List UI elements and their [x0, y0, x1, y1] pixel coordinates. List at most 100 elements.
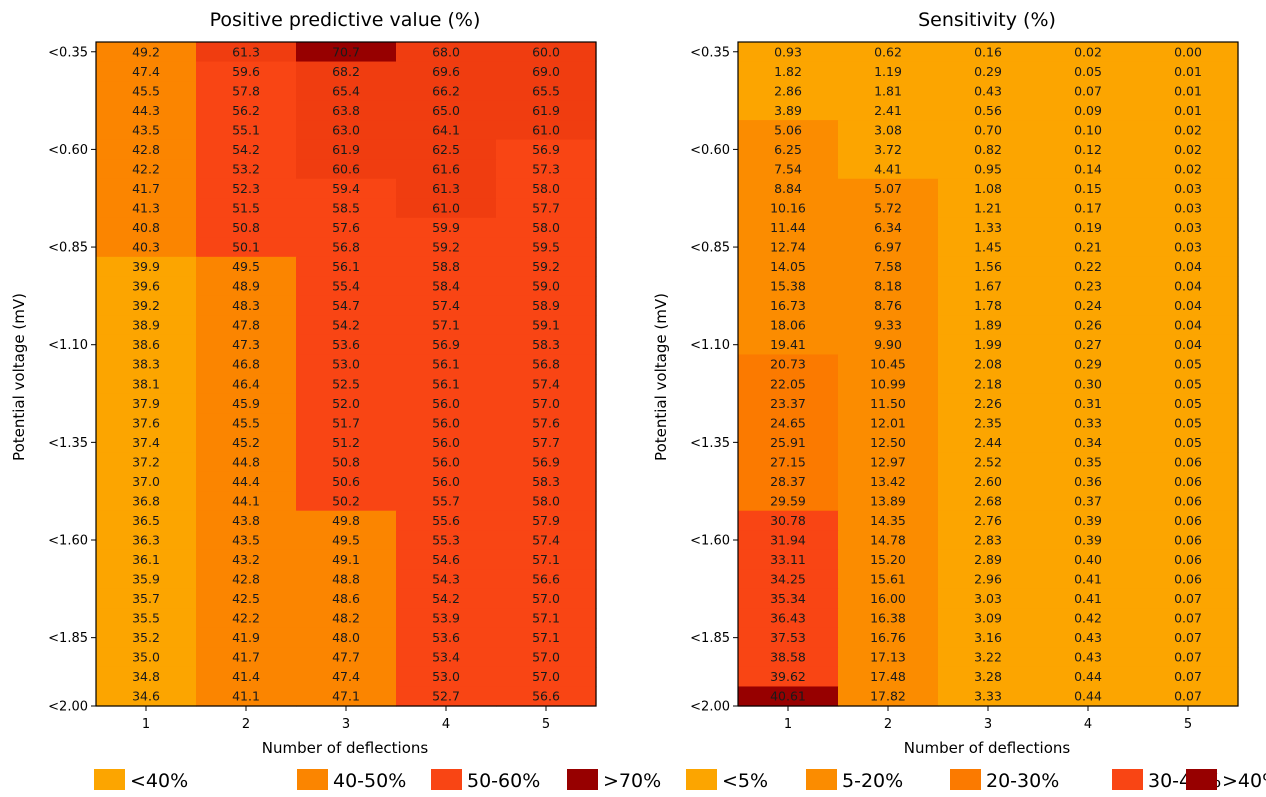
cell-value-label: 45.5 [132, 83, 160, 98]
heatmap-cell [938, 61, 1039, 82]
heatmap-cell [938, 237, 1039, 258]
cell-value-label: 38.9 [132, 318, 160, 333]
legend-swatch [950, 769, 981, 790]
cell-value-label: 53.4 [432, 650, 460, 665]
heatmap-cell [738, 549, 839, 570]
heatmap-cell [938, 198, 1039, 219]
cell-value-label: 49.5 [232, 259, 260, 274]
cell-value-label: 20.73 [770, 357, 806, 372]
heatmap-cell [96, 198, 197, 219]
heatmap-cell [196, 295, 297, 317]
cell-value-label: 0.05 [1074, 64, 1102, 79]
cell-value-label: 65.5 [532, 83, 560, 98]
cell-value-label: 65.4 [332, 83, 360, 98]
heatmap-cell [96, 588, 197, 609]
heatmap-cell [196, 452, 297, 473]
heatmap-cell [938, 256, 1039, 277]
heatmap-cell [396, 471, 497, 492]
cell-value-label: 45.2 [232, 435, 260, 450]
heatmap-cell [196, 608, 297, 629]
heatmap-cell [838, 217, 939, 238]
heatmap-cell [196, 569, 297, 590]
heatmap-cell [738, 471, 839, 492]
cell-value-label: 38.6 [132, 337, 160, 352]
x-tick-label: 3 [984, 717, 992, 732]
cell-value-label: 55.6 [432, 513, 460, 528]
cell-value-label: 70.7 [332, 44, 360, 59]
cell-value-label: 0.07 [1174, 669, 1202, 684]
cell-value-label: 57.0 [532, 650, 560, 665]
x-tick-label: 4 [442, 717, 450, 732]
heatmap-cell [296, 647, 397, 668]
cell-value-label: 68.0 [432, 44, 460, 59]
heatmap-cell [1038, 100, 1139, 121]
heatmap-cell [1138, 100, 1239, 121]
cell-value-label: 0.31 [1074, 396, 1102, 411]
cell-value-label: 56.9 [532, 454, 560, 469]
cell-value-label: 0.35 [1074, 454, 1102, 469]
cell-value-label: 2.60 [974, 474, 1002, 489]
heatmap-cell [1038, 666, 1139, 688]
cell-value-label: 2.26 [974, 396, 1002, 411]
heatmap-cell [396, 491, 497, 512]
heatmap-cell [396, 452, 497, 473]
chart-title: Positive predictive value (%) [210, 9, 481, 31]
heatmap-cell [396, 588, 497, 609]
heatmap-cell [738, 588, 839, 609]
cell-value-label: 16.38 [870, 611, 906, 626]
heatmap-cell [738, 452, 839, 473]
cell-value-label: 58.0 [532, 181, 560, 196]
heatmap-cell [96, 334, 197, 356]
cell-value-label: 25.91 [770, 435, 806, 450]
heatmap-cell [938, 686, 1039, 707]
cell-value-label: 12.97 [870, 454, 906, 469]
heatmap-cell [96, 81, 197, 102]
heatmap-cell [938, 471, 1039, 492]
cell-value-label: 48.3 [232, 298, 260, 313]
cell-value-label: 14.35 [870, 513, 906, 528]
heatmap-cell [96, 256, 197, 277]
chart-title: Sensitivity (%) [918, 9, 1056, 31]
heatmap-cell [738, 81, 839, 102]
x-tick-label: 1 [784, 717, 792, 732]
cell-value-label: 56.9 [432, 337, 460, 352]
cell-value-label: 44.3 [132, 103, 160, 118]
heatmap-cell [738, 686, 839, 707]
cell-value-label: 43.2 [232, 552, 260, 567]
x-axis-label: Number of deflections [904, 739, 1071, 757]
y-tick-label: <1.85 [48, 631, 88, 646]
cell-value-label: 52.0 [332, 396, 360, 411]
cell-value-label: 0.04 [1174, 318, 1202, 333]
cell-value-label: 18.06 [770, 318, 806, 333]
heatmap-cell [1138, 120, 1239, 141]
heatmap-cell [196, 198, 297, 219]
heatmap-cell [1038, 510, 1139, 531]
cell-value-label: 58.3 [532, 474, 560, 489]
heatmap-cell [1138, 452, 1239, 473]
heatmap-cell [96, 139, 197, 160]
cell-value-label: 1.56 [974, 259, 1002, 274]
heatmap-cell [396, 666, 497, 688]
heatmap-cell [396, 315, 497, 336]
cell-value-label: 16.76 [870, 630, 906, 645]
heatmap-cell [496, 354, 597, 375]
cell-value-label: 69.6 [432, 64, 460, 79]
cell-value-label: 0.07 [1174, 611, 1202, 626]
cell-value-label: 0.12 [1074, 142, 1102, 157]
cell-value-label: 57.6 [532, 415, 560, 430]
heatmap-cell [938, 491, 1039, 512]
heatmap-cell [296, 432, 397, 453]
cell-value-label: 3.28 [974, 669, 1002, 684]
heatmap-cell [938, 588, 1039, 609]
heatmap-cell [738, 647, 839, 668]
heatmap-cell [838, 452, 939, 473]
cell-value-label: 53.6 [432, 630, 460, 645]
cell-value-label: 4.41 [874, 161, 902, 176]
heatmap-cell [96, 413, 197, 434]
cell-value-label: 50.1 [232, 240, 260, 255]
heatmap-cell [496, 81, 597, 102]
cell-value-label: 34.25 [770, 572, 806, 587]
cell-value-label: 39.6 [132, 279, 160, 294]
heatmap-cell [196, 549, 297, 570]
heatmap-cell [1038, 159, 1139, 180]
